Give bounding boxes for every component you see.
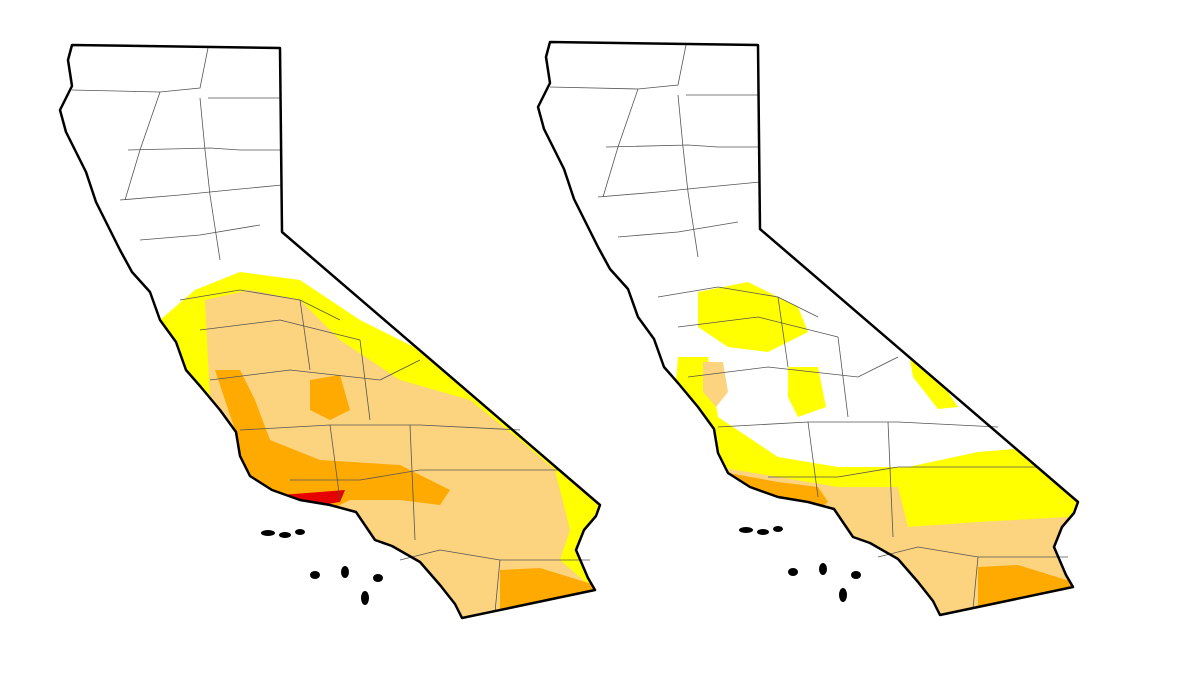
islands [261, 526, 861, 605]
drought-areas [160, 272, 600, 618]
map-right [536, 40, 1080, 617]
map-left [58, 43, 602, 620]
